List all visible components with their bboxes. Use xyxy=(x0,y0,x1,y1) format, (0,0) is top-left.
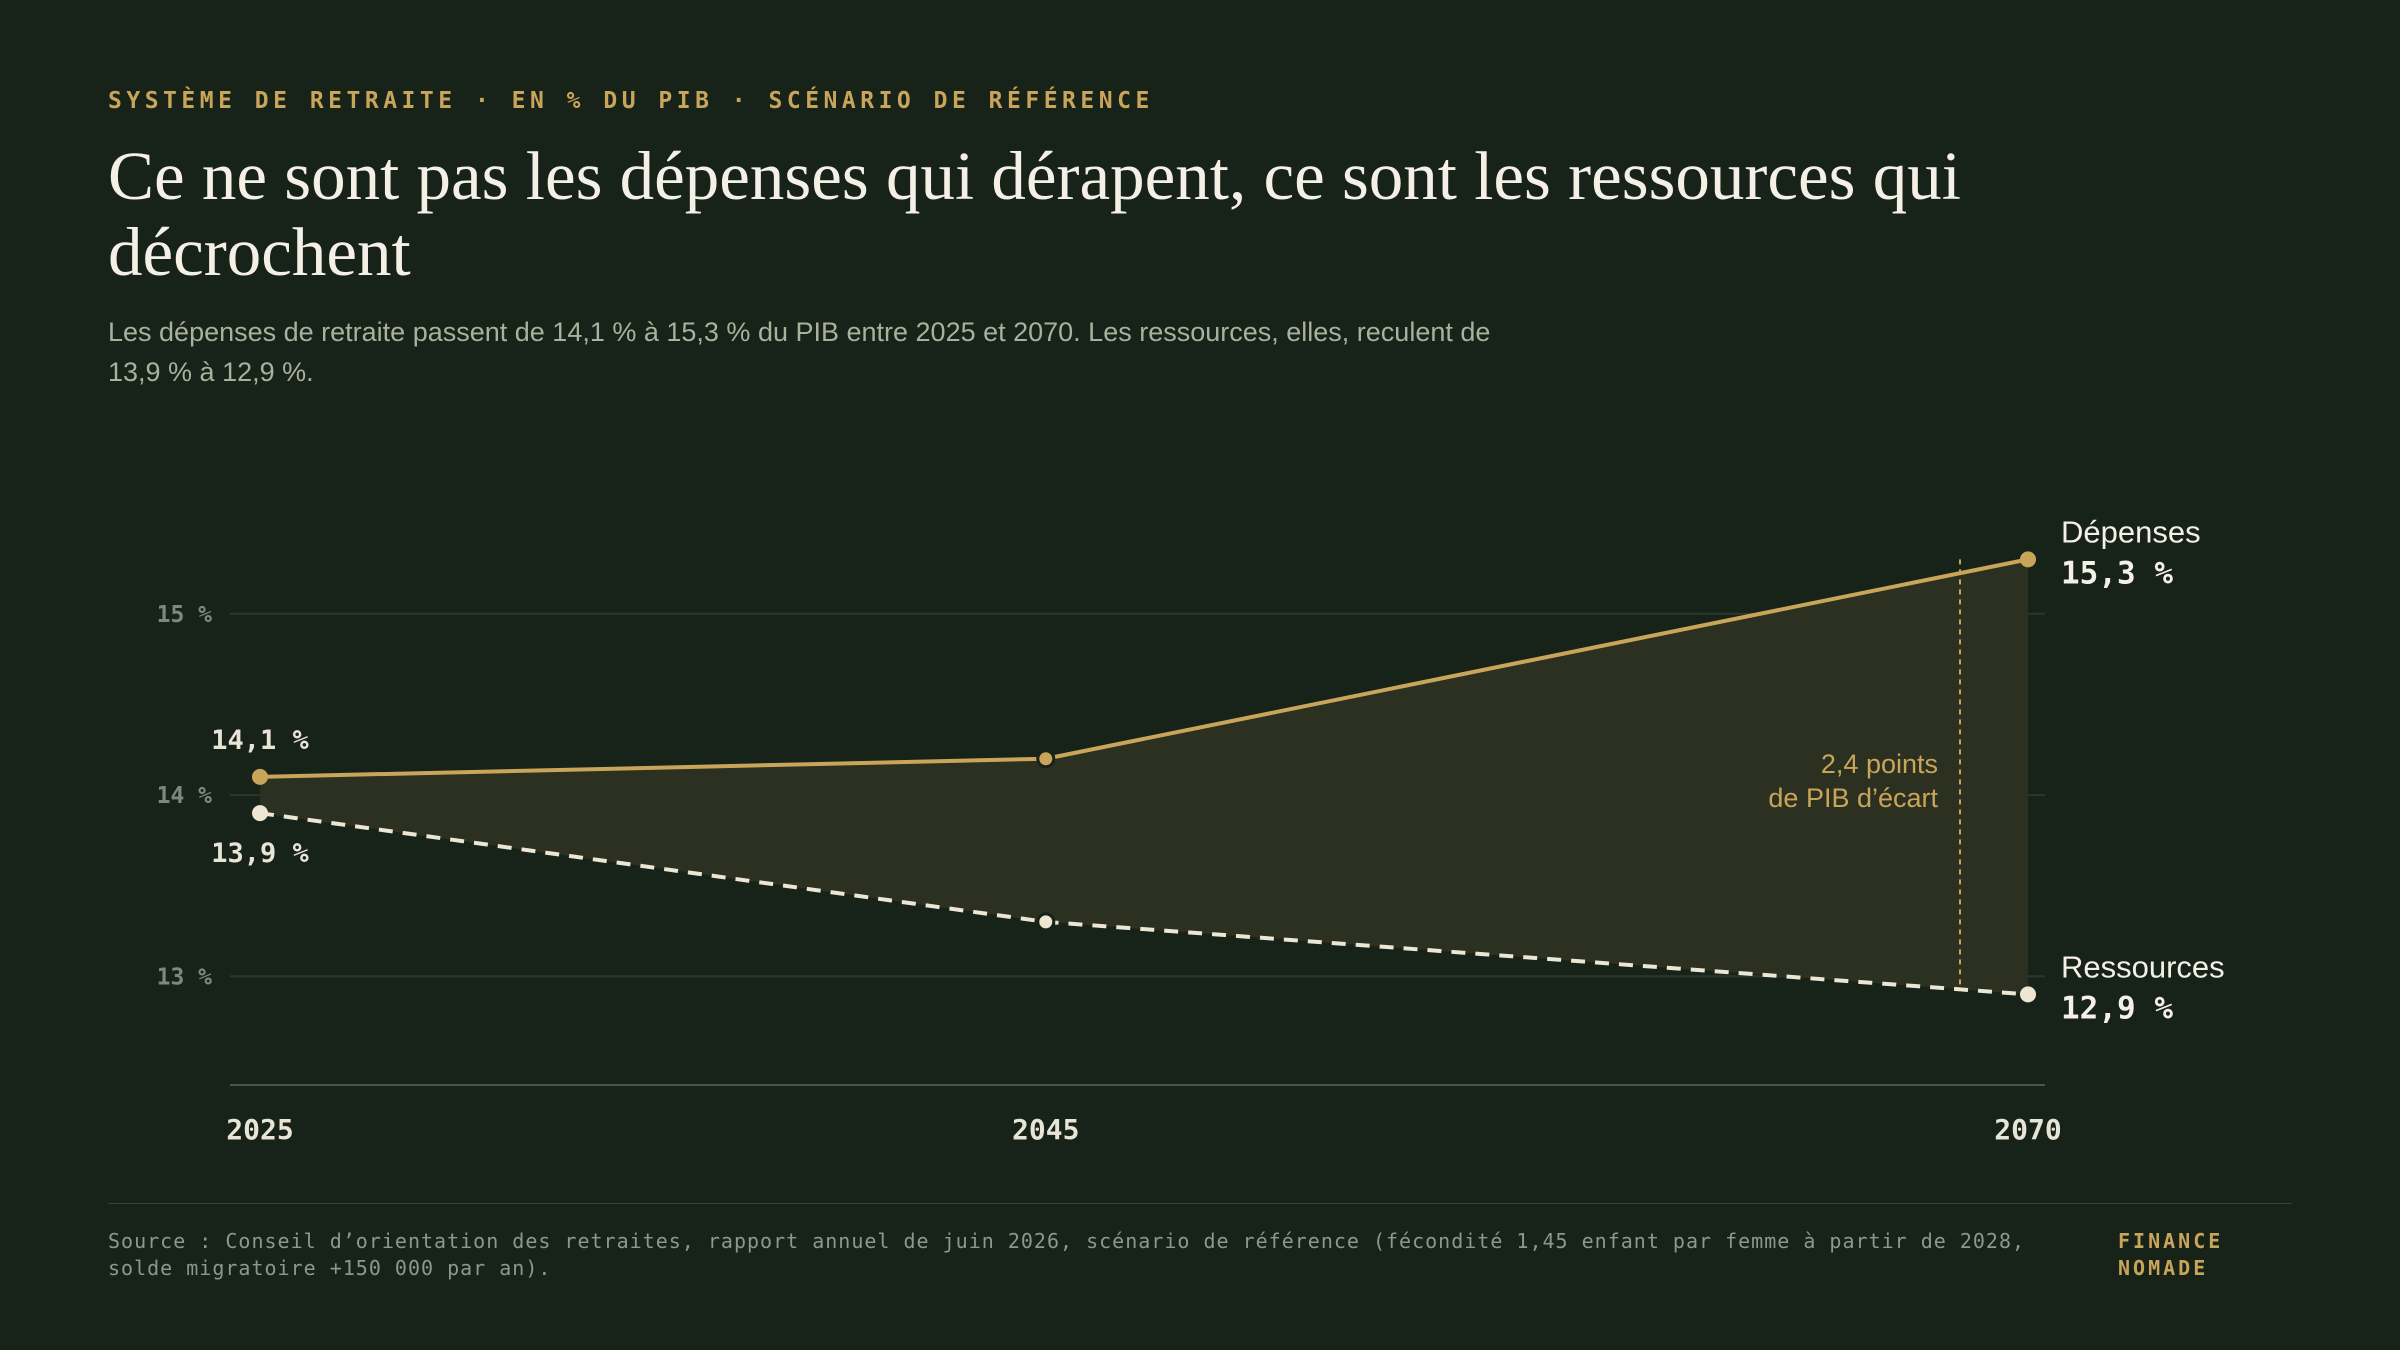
y-tick-label: 15 % xyxy=(157,602,213,628)
series-labels: 14,1 % 13,9 % Dépenses 15,3 % Ressources 12,9… xyxy=(211,514,2224,1026)
data-point xyxy=(1036,912,1056,932)
brand-line-1: FINANCE xyxy=(2118,1229,2224,1253)
footer-divider xyxy=(108,1203,2292,1204)
x-tick-label: 2070 xyxy=(1994,1113,2061,1146)
annotation-line: de PIB d’écart xyxy=(1768,783,1938,813)
y-tick-label: 13 % xyxy=(157,964,213,990)
series-name-label: Ressources xyxy=(2061,949,2225,984)
line-chart: 13 % 14 % 15 % 2025 2045 2070 2,4 points de P… xyxy=(157,514,2225,1146)
data-point xyxy=(2020,986,2036,1003)
brand-logo: FINANCE NOMADE xyxy=(2118,1228,2238,1282)
x-axis-ticks: 2025 2045 2070 xyxy=(226,1113,2061,1146)
data-point xyxy=(252,768,268,785)
series-points xyxy=(252,551,2036,1003)
x-tick-label: 2045 xyxy=(1012,1113,1079,1146)
start-value-label: 14,1 % xyxy=(211,725,309,756)
gap-area xyxy=(260,559,2028,995)
data-point xyxy=(1036,749,1056,769)
x-tick-label: 2025 xyxy=(226,1113,293,1146)
end-value-label: 15,3 % xyxy=(2061,555,2173,591)
y-tick-label: 14 % xyxy=(157,783,213,809)
eyebrow-label: SYSTÈME DE RETRAITE · EN % DU PIB · SCÉN… xyxy=(108,88,1154,114)
page-title: Ce ne sont pas les dépenses qui dérapent… xyxy=(108,138,1961,290)
series-name-label: Dépenses xyxy=(2061,514,2201,549)
gap-annotation: 2,4 points de PIB d’écart xyxy=(1768,749,1938,813)
end-value-label: 12,9 % xyxy=(2061,990,2173,1026)
start-value-label: 13,9 % xyxy=(211,838,309,869)
annotation-line: 2,4 points xyxy=(1821,749,1938,779)
y-axis-ticks: 13 % 14 % 15 % xyxy=(157,602,213,991)
data-point xyxy=(2020,551,2036,568)
source-note: Source : Conseil d’orientation des retra… xyxy=(108,1229,2026,1280)
page-subtitle: Les dépenses de retraite passent de 14,1… xyxy=(108,317,1491,387)
brand-line-2: NOMADE xyxy=(2118,1256,2209,1280)
data-point xyxy=(252,805,268,822)
